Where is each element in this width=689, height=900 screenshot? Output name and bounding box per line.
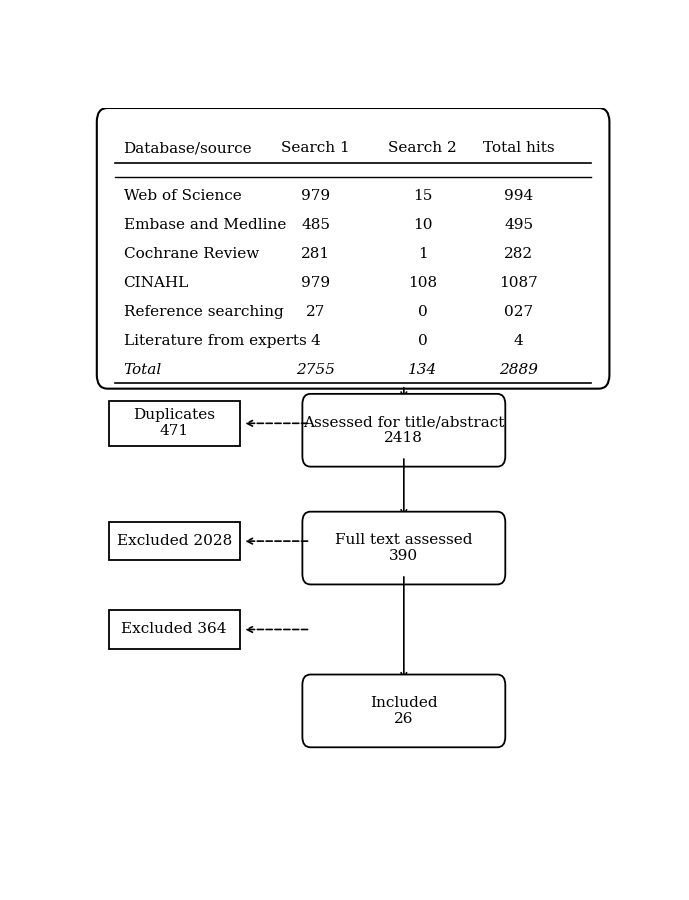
Text: 282: 282 — [504, 247, 533, 261]
Text: 027: 027 — [504, 305, 533, 319]
Text: Excluded 364: Excluded 364 — [121, 623, 227, 636]
Text: 994: 994 — [504, 189, 533, 203]
Text: 979: 979 — [301, 189, 330, 203]
FancyBboxPatch shape — [96, 108, 610, 389]
FancyBboxPatch shape — [302, 674, 505, 747]
FancyBboxPatch shape — [302, 394, 505, 466]
Text: 4: 4 — [311, 334, 320, 348]
Text: 15: 15 — [413, 189, 432, 203]
Text: Cochrane Review: Cochrane Review — [123, 247, 259, 261]
FancyBboxPatch shape — [109, 610, 240, 649]
Text: 485: 485 — [301, 218, 330, 232]
Text: Web of Science: Web of Science — [123, 189, 241, 203]
Text: CINAHL: CINAHL — [123, 276, 189, 290]
Text: 281: 281 — [301, 247, 330, 261]
Text: Literature from experts: Literature from experts — [123, 334, 306, 348]
Text: Reference searching: Reference searching — [123, 305, 283, 319]
Text: 1087: 1087 — [500, 276, 538, 290]
Text: 495: 495 — [504, 218, 533, 232]
Text: Included
26: Included 26 — [370, 696, 438, 726]
Text: Embase and Medline: Embase and Medline — [123, 218, 286, 232]
Text: Excluded 2028: Excluded 2028 — [116, 534, 232, 548]
Text: Total hits: Total hits — [483, 141, 555, 155]
Text: 0: 0 — [418, 334, 427, 348]
Text: Database/source: Database/source — [123, 141, 252, 155]
Text: 1: 1 — [418, 247, 427, 261]
Text: 4: 4 — [514, 334, 524, 348]
Text: Full text assessed
390: Full text assessed 390 — [335, 533, 473, 563]
Text: 10: 10 — [413, 218, 432, 232]
Text: Search 2: Search 2 — [388, 141, 457, 155]
Text: 2755: 2755 — [296, 363, 336, 377]
Text: Total: Total — [123, 363, 162, 377]
Text: 0: 0 — [418, 305, 427, 319]
FancyBboxPatch shape — [302, 512, 505, 584]
Text: 134: 134 — [408, 363, 437, 377]
Text: 2889: 2889 — [499, 363, 538, 377]
Text: 27: 27 — [306, 305, 325, 319]
FancyBboxPatch shape — [109, 522, 240, 560]
Text: Duplicates
471: Duplicates 471 — [133, 409, 215, 438]
Text: Assessed for title/abstract
2418: Assessed for title/abstract 2418 — [303, 415, 504, 446]
FancyBboxPatch shape — [109, 400, 240, 446]
Text: Search 1: Search 1 — [281, 141, 350, 155]
Text: 979: 979 — [301, 276, 330, 290]
Text: 108: 108 — [408, 276, 437, 290]
